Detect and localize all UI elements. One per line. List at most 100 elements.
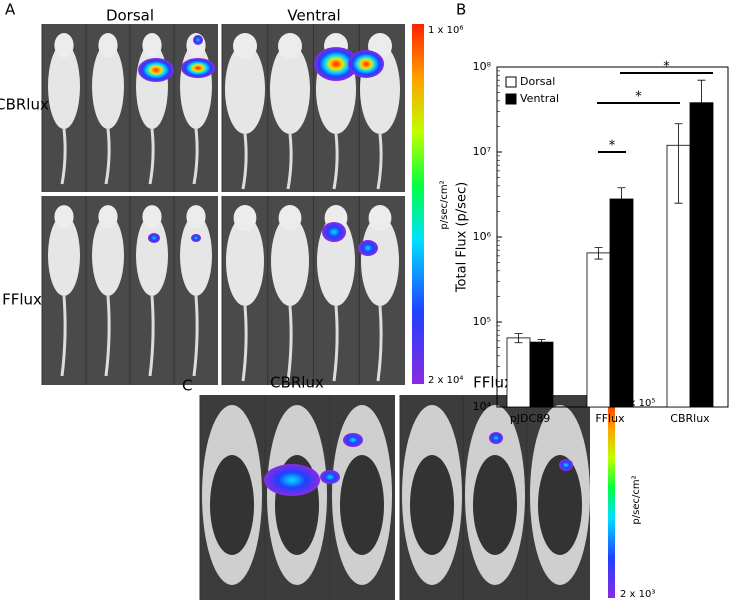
panel-label: C [182, 377, 192, 395]
mouse-head [233, 33, 257, 59]
signal [348, 50, 384, 78]
mouse-head [233, 205, 257, 231]
y-axis-label: Total Flux (p/sec) [455, 182, 470, 293]
signal [358, 240, 378, 256]
scale-unit: p/sec/cm² [631, 475, 642, 524]
y-tick-label: 10⁴ [473, 400, 492, 413]
panel-label: A [5, 1, 16, 19]
signal [181, 58, 215, 78]
signal [489, 432, 503, 444]
mouse-tail [376, 305, 383, 382]
error-bar [514, 333, 523, 344]
mouse-head [98, 205, 118, 229]
signal [264, 464, 320, 496]
scale-min: 2 x 10⁴ [428, 375, 463, 386]
images [41, 24, 590, 600]
mouse-body [92, 43, 124, 129]
bar [609, 198, 634, 408]
error-bar [617, 187, 626, 216]
legend-swatch [505, 76, 517, 88]
annotation: * [635, 90, 642, 105]
mouse-body [136, 215, 168, 296]
mouse-tail [192, 128, 199, 185]
y-tick-label: 10⁶ [473, 230, 492, 243]
mouse-tail [241, 305, 248, 382]
mouse-body [225, 44, 265, 134]
legend-label: Ventral [520, 92, 559, 105]
signal [193, 35, 203, 45]
signal [191, 234, 201, 242]
column-label: CBRlux [270, 374, 324, 392]
signal [314, 47, 358, 81]
annotation: * [609, 139, 616, 154]
mouse-head [368, 205, 392, 231]
mouse-tail [332, 305, 339, 382]
x-tick-label: pJDC89 [510, 412, 550, 425]
mouse-body [271, 216, 309, 306]
error-bar [594, 247, 603, 260]
mouse-body [48, 43, 80, 129]
row-label: CBRlux [0, 96, 49, 114]
scale-max: 1 x 10⁶ [428, 25, 463, 36]
mouse-tail [332, 133, 339, 190]
signal [322, 222, 346, 242]
organs [538, 455, 582, 555]
mouse-tail [104, 128, 111, 185]
bar [506, 337, 531, 408]
signal [559, 459, 573, 471]
panel-label: B [456, 1, 466, 19]
organs [410, 455, 454, 555]
mouse-tail [104, 295, 111, 377]
bar [529, 341, 554, 408]
mouse-body [226, 216, 264, 306]
mouse-body [92, 215, 124, 296]
organs [210, 455, 254, 555]
mouse-body [361, 216, 399, 306]
mouse-tail [60, 128, 67, 185]
mouse-tail [286, 305, 293, 382]
error-bar [697, 79, 706, 172]
bar [586, 252, 611, 408]
scale-max: 4 x 10⁵ [620, 398, 655, 409]
x-tick-label: FFlux [595, 412, 625, 425]
error-bar [674, 123, 683, 204]
annotation: * [663, 60, 670, 75]
mouse-tail [376, 133, 383, 190]
mouse-head [142, 205, 162, 229]
mouse-head [278, 33, 302, 59]
mouse-body [48, 215, 80, 296]
mouse-head [278, 205, 302, 231]
signal [343, 433, 363, 447]
column-label: Ventral [287, 7, 340, 25]
signal [148, 233, 160, 243]
organs [340, 455, 384, 555]
mouse-tail [286, 133, 293, 190]
legend-label: Dorsal [520, 75, 555, 88]
column-label: FFlux [473, 374, 513, 392]
mouse-tail [241, 133, 248, 190]
scale-min: 2 x 10³ [620, 589, 655, 600]
legend-swatch [505, 93, 517, 105]
error-bar [537, 339, 546, 346]
mouse-head [54, 205, 74, 229]
row-label: FFlux [2, 291, 42, 309]
organs [473, 455, 517, 555]
mouse-body [270, 44, 310, 134]
bar-chart: 10⁴ 10⁵ 10⁶ 10⁷ 10⁸ Total Flux (p/sec) pJDC89 F… [455, 60, 729, 425]
mouse-head [98, 33, 118, 58]
color-bar [608, 398, 615, 598]
mouse-tail [192, 295, 199, 377]
y-tick-label: 10⁵ [473, 315, 491, 328]
mouse-tail [60, 295, 67, 377]
mouse-head [186, 205, 206, 229]
y-tick-label: 10⁸ [473, 60, 492, 73]
mouse-tail [148, 128, 155, 185]
column-label: Dorsal [106, 7, 154, 25]
mouse-tail [148, 295, 155, 377]
y-tick-label: 10⁷ [473, 145, 491, 158]
x-tick-label: CBRlux [670, 412, 710, 425]
mouse-head [54, 33, 74, 58]
mouse-body [180, 215, 212, 296]
color-bar [412, 24, 424, 384]
